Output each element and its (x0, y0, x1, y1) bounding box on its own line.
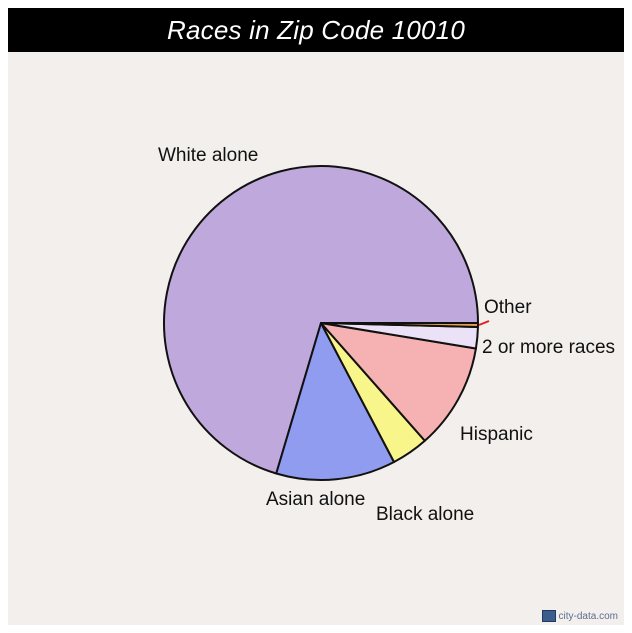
slice-label-black-alone: Black alone (376, 504, 474, 525)
pie-slice-white-alone (163, 165, 479, 475)
slice-labels: White alone Asian alone Black alone Hispani… (158, 145, 615, 525)
chart-title: Races in Zip Code 10010 (166, 14, 465, 45)
pie-slice-other (320, 322, 479, 328)
watermark: city-data.com (541, 610, 618, 622)
chart-panel: Races in Zip Code 10010 White alone Asian… (8, 8, 624, 625)
pie-slice-hispanic (320, 322, 477, 442)
watermark-text: city-data.com (558, 610, 618, 622)
pie-slice-asian-alone (275, 322, 396, 481)
slice-label-white-alone: White alone (158, 145, 258, 166)
slice-label-hispanic: Hispanic (460, 424, 533, 445)
city-data-logo-icon (541, 610, 556, 622)
pie-slices (163, 165, 479, 481)
slice-label-other: Other (484, 297, 532, 318)
title-bar: Races in Zip Code 10010 (8, 8, 624, 52)
slice-label-2-or-more-races: 2 or more races (482, 337, 615, 358)
pie-chart: White alone Asian alone Black alone Hispani… (158, 145, 615, 525)
other-pointer-tick (478, 320, 490, 326)
label-pointers (478, 320, 490, 326)
slice-label-asian-alone: Asian alone (266, 489, 365, 510)
